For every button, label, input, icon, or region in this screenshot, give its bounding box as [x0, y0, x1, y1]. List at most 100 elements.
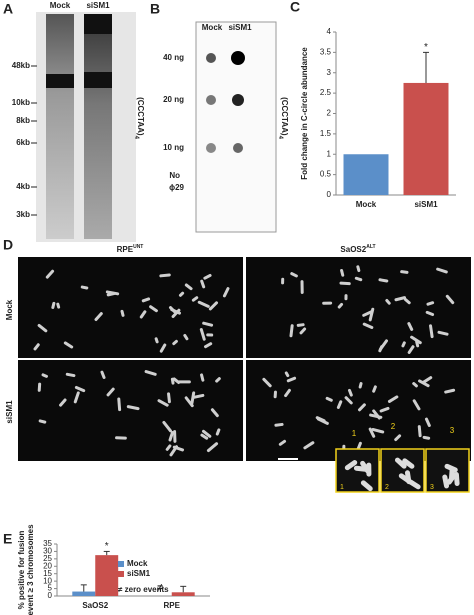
- chromosome: [322, 301, 333, 305]
- column-sup: ALT: [366, 244, 375, 250]
- chromosome: [37, 382, 42, 392]
- chromosome: [144, 370, 157, 376]
- chromosome: [403, 297, 411, 305]
- chromosome: [159, 343, 167, 353]
- chromosome: [202, 321, 214, 327]
- y-tick-label: 20: [43, 561, 52, 570]
- x-tick-label: SaOS2: [82, 601, 108, 610]
- chromosome: [398, 473, 412, 484]
- chromosome: [203, 273, 212, 280]
- chromosome: [446, 472, 457, 485]
- chromosome: [325, 396, 333, 402]
- y-tick-label: 0: [48, 591, 53, 600]
- y-tick-label: 2.5: [320, 88, 332, 97]
- chromosome: [339, 281, 351, 286]
- chromosome: [167, 392, 171, 404]
- y-tick-label: 0: [327, 190, 332, 199]
- column-sup: UNT: [133, 244, 143, 250]
- chromosome: [303, 441, 315, 450]
- chromosome: [94, 312, 103, 322]
- chromosome: [149, 305, 158, 313]
- micrograph: [18, 257, 243, 358]
- chromosome: [162, 420, 172, 433]
- blot-band: [84, 72, 112, 88]
- chromosome: [51, 301, 56, 309]
- chromosome: [394, 296, 407, 302]
- inset-label: 2: [385, 484, 389, 491]
- column-name: RPE: [117, 245, 134, 254]
- y-tick-label: 1: [327, 149, 332, 158]
- chromosome: [368, 427, 376, 438]
- chromosome: [120, 309, 125, 317]
- bar: [95, 555, 119, 596]
- inset-marker: 2: [391, 422, 396, 431]
- chromosome: [378, 278, 389, 283]
- chromosome: [197, 300, 210, 308]
- chromosome: [168, 431, 174, 442]
- chromosome: [281, 277, 285, 285]
- inset-label: 1: [340, 484, 344, 491]
- chromosome: [200, 433, 209, 440]
- chromosome: [372, 409, 381, 420]
- y-tick-label: 10: [43, 576, 52, 585]
- chromosome: [340, 268, 345, 277]
- lane-label: siSM1: [228, 23, 252, 32]
- chromosome: [37, 323, 48, 333]
- row-label: No: [169, 171, 180, 180]
- y-tick-label: 25: [43, 554, 52, 563]
- chromosome: [426, 301, 435, 306]
- size-marker: 4kb: [16, 182, 30, 191]
- chromosome: [172, 445, 185, 452]
- size-marker: 8kb: [16, 116, 30, 125]
- bar: [171, 592, 195, 596]
- size-marker: 3kb: [16, 210, 30, 219]
- y-tick-label: 2: [327, 109, 332, 118]
- chromosome: [407, 345, 415, 354]
- chromosome: [401, 341, 406, 348]
- probe-label: (CCCTAA)4: [277, 97, 288, 140]
- dot: [206, 95, 216, 105]
- chromosome: [300, 280, 304, 294]
- chromosome: [38, 419, 47, 424]
- chromosome: [408, 479, 421, 490]
- chromosome: [437, 330, 449, 336]
- y-tick-label: 0.5: [320, 170, 332, 179]
- chromosome: [154, 337, 159, 344]
- panel-letter: C: [290, 0, 300, 15]
- row-label: 10 ng: [163, 143, 184, 152]
- y-axis-label: Fold change in C-circle abundance: [300, 47, 309, 180]
- chromosome: [360, 460, 371, 474]
- chromosome: [273, 390, 277, 399]
- chromosome: [442, 474, 450, 489]
- chromosome: [274, 422, 284, 427]
- inset-marker: 1: [352, 429, 357, 438]
- blot-lane: [46, 14, 74, 239]
- chromosome: [400, 270, 409, 274]
- y-tick-label: 30: [43, 547, 52, 556]
- row-label: ϕ29: [169, 183, 184, 192]
- chromosome: [177, 380, 191, 384]
- chromosome: [45, 269, 55, 279]
- lane-label: Mock: [50, 1, 71, 10]
- dot: [233, 143, 243, 153]
- legend-label: siSM1: [127, 569, 151, 578]
- chromosome: [425, 310, 435, 317]
- chromosome: [139, 310, 147, 319]
- row-label: 20 ng: [163, 95, 184, 104]
- chromosome: [286, 376, 297, 383]
- lane-label: Mock: [202, 23, 223, 32]
- chromosome: [184, 396, 194, 408]
- row-label: 40 ng: [163, 53, 184, 62]
- dot: [206, 143, 216, 153]
- chromosome: [290, 272, 298, 278]
- chromosome: [429, 324, 434, 339]
- chromosome: [379, 406, 390, 413]
- chromosome: [199, 328, 206, 341]
- chromosome: [360, 480, 373, 492]
- chromosome: [354, 276, 363, 282]
- chromosome: [299, 327, 307, 335]
- chromosome: [262, 377, 272, 388]
- chromosome: [106, 291, 116, 297]
- dot: [231, 51, 245, 65]
